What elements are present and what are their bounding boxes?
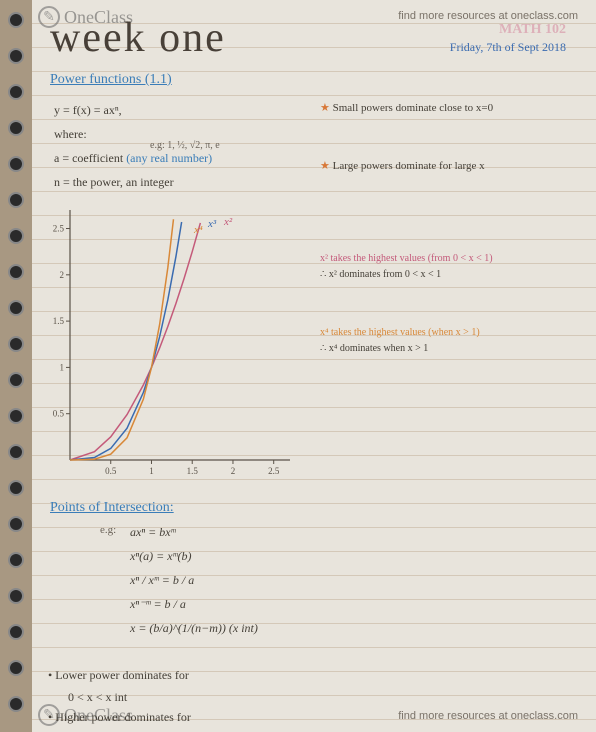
svg-text:1: 1 — [149, 466, 154, 476]
star-icon: ★ — [320, 160, 333, 172]
spiral-hole — [8, 552, 24, 568]
curve-label-x4: x⁴ — [194, 224, 203, 236]
coef-text: a = coefficient — [54, 151, 126, 165]
spiral-hole — [8, 444, 24, 460]
deriv-line-2: xⁿ(a) = xᵐ(b) — [130, 544, 258, 568]
spiral-hole — [8, 408, 24, 424]
examples-text: e.g: 1, ½, √2, π, e — [150, 134, 220, 158]
svg-text:1: 1 — [60, 362, 65, 372]
spiral-hole — [8, 264, 24, 280]
svg-text:2: 2 — [60, 270, 65, 280]
note-small-powers: ★ Small powers dominate close to x=0 — [320, 100, 493, 116]
course-code: MATH 102 — [499, 22, 566, 38]
power-line: n = the power, an integer — [54, 170, 174, 194]
deriv-line-4: xⁿ⁻ᵐ = b / a — [130, 592, 258, 616]
spiral-hole — [8, 12, 24, 28]
deriv-line-5: x = (b/a)^(1/(n−m)) (x int) — [130, 616, 258, 640]
spiral-hole — [8, 480, 24, 496]
spiral-hole — [8, 228, 24, 244]
page-title: week one — [50, 14, 226, 62]
svg-text:2.5: 2.5 — [53, 224, 65, 234]
spiral-hole — [8, 84, 24, 100]
svg-text:0.5: 0.5 — [105, 466, 117, 476]
svg-text:1.5: 1.5 — [53, 316, 65, 326]
formula-definition: y = f(x) = axⁿ, — [54, 98, 122, 122]
power-functions-chart: 0.5 1 1.5 2 2.5 0.5 1 1.5 2 2.5 — [40, 200, 300, 485]
intersection-derivation: axⁿ = bxᵐ xⁿ(a) = xᵐ(b) xⁿ / xᵐ = b / a … — [130, 520, 258, 640]
resources-link-top[interactable]: find more resources at oneclass.com — [398, 10, 578, 22]
annotation-x2-highest: x² takes the highest values (from 0 < x … — [320, 252, 493, 266]
svg-text:2.5: 2.5 — [268, 466, 280, 476]
spiral-hole — [8, 516, 24, 532]
spiral-binding — [0, 0, 32, 732]
spiral-hole — [8, 48, 24, 64]
spiral-hole — [8, 336, 24, 352]
bullet-lower-range: 0 < x < x int — [68, 690, 127, 705]
bullet-lower-power: • Lower power dominates for — [48, 668, 189, 683]
spiral-hole — [8, 156, 24, 172]
spiral-hole — [8, 300, 24, 316]
spiral-hole — [8, 192, 24, 208]
spiral-hole — [8, 696, 24, 712]
star-icon: ★ — [320, 102, 333, 114]
svg-text:0.5: 0.5 — [53, 409, 65, 419]
annotation-x4-highest: x⁴ takes the highest values (when x > 1) — [320, 326, 480, 340]
svg-text:2: 2 — [231, 466, 236, 476]
curve-label-x3: x³ — [208, 218, 216, 230]
spiral-hole — [8, 372, 24, 388]
bullet-higher-power: • Higher power dominates for — [48, 710, 191, 725]
page-date: Friday, 7th of Sept 2018 — [450, 40, 566, 55]
resources-link-bottom[interactable]: find more resources at oneclass.com — [398, 710, 578, 722]
note2-text: Large powers dominate for large x — [333, 160, 485, 172]
note1-text: Small powers dominate close to x=0 — [333, 102, 493, 114]
eg-label: e.g: — [100, 524, 116, 536]
section-heading-power-functions: Power functions (1.1) — [50, 72, 172, 88]
where-label: where: — [54, 122, 87, 146]
annotation-x2-dominates: ∴ x² dominates from 0 < x < 1 — [320, 268, 441, 282]
note-large-powers: ★ Large powers dominate for large x — [320, 158, 485, 174]
spiral-hole — [8, 120, 24, 136]
spiral-hole — [8, 588, 24, 604]
svg-text:1.5: 1.5 — [187, 466, 199, 476]
deriv-line-1: axⁿ = bxᵐ — [130, 520, 258, 544]
curve-label-x2: x² — [224, 216, 232, 228]
section-heading-intersection: Points of Intersection: — [50, 500, 174, 516]
spiral-hole — [8, 624, 24, 640]
spiral-hole — [8, 660, 24, 676]
deriv-line-3: xⁿ / xᵐ = b / a — [130, 568, 258, 592]
annotation-x4-dominates: ∴ x⁴ dominates when x > 1 — [320, 342, 428, 356]
